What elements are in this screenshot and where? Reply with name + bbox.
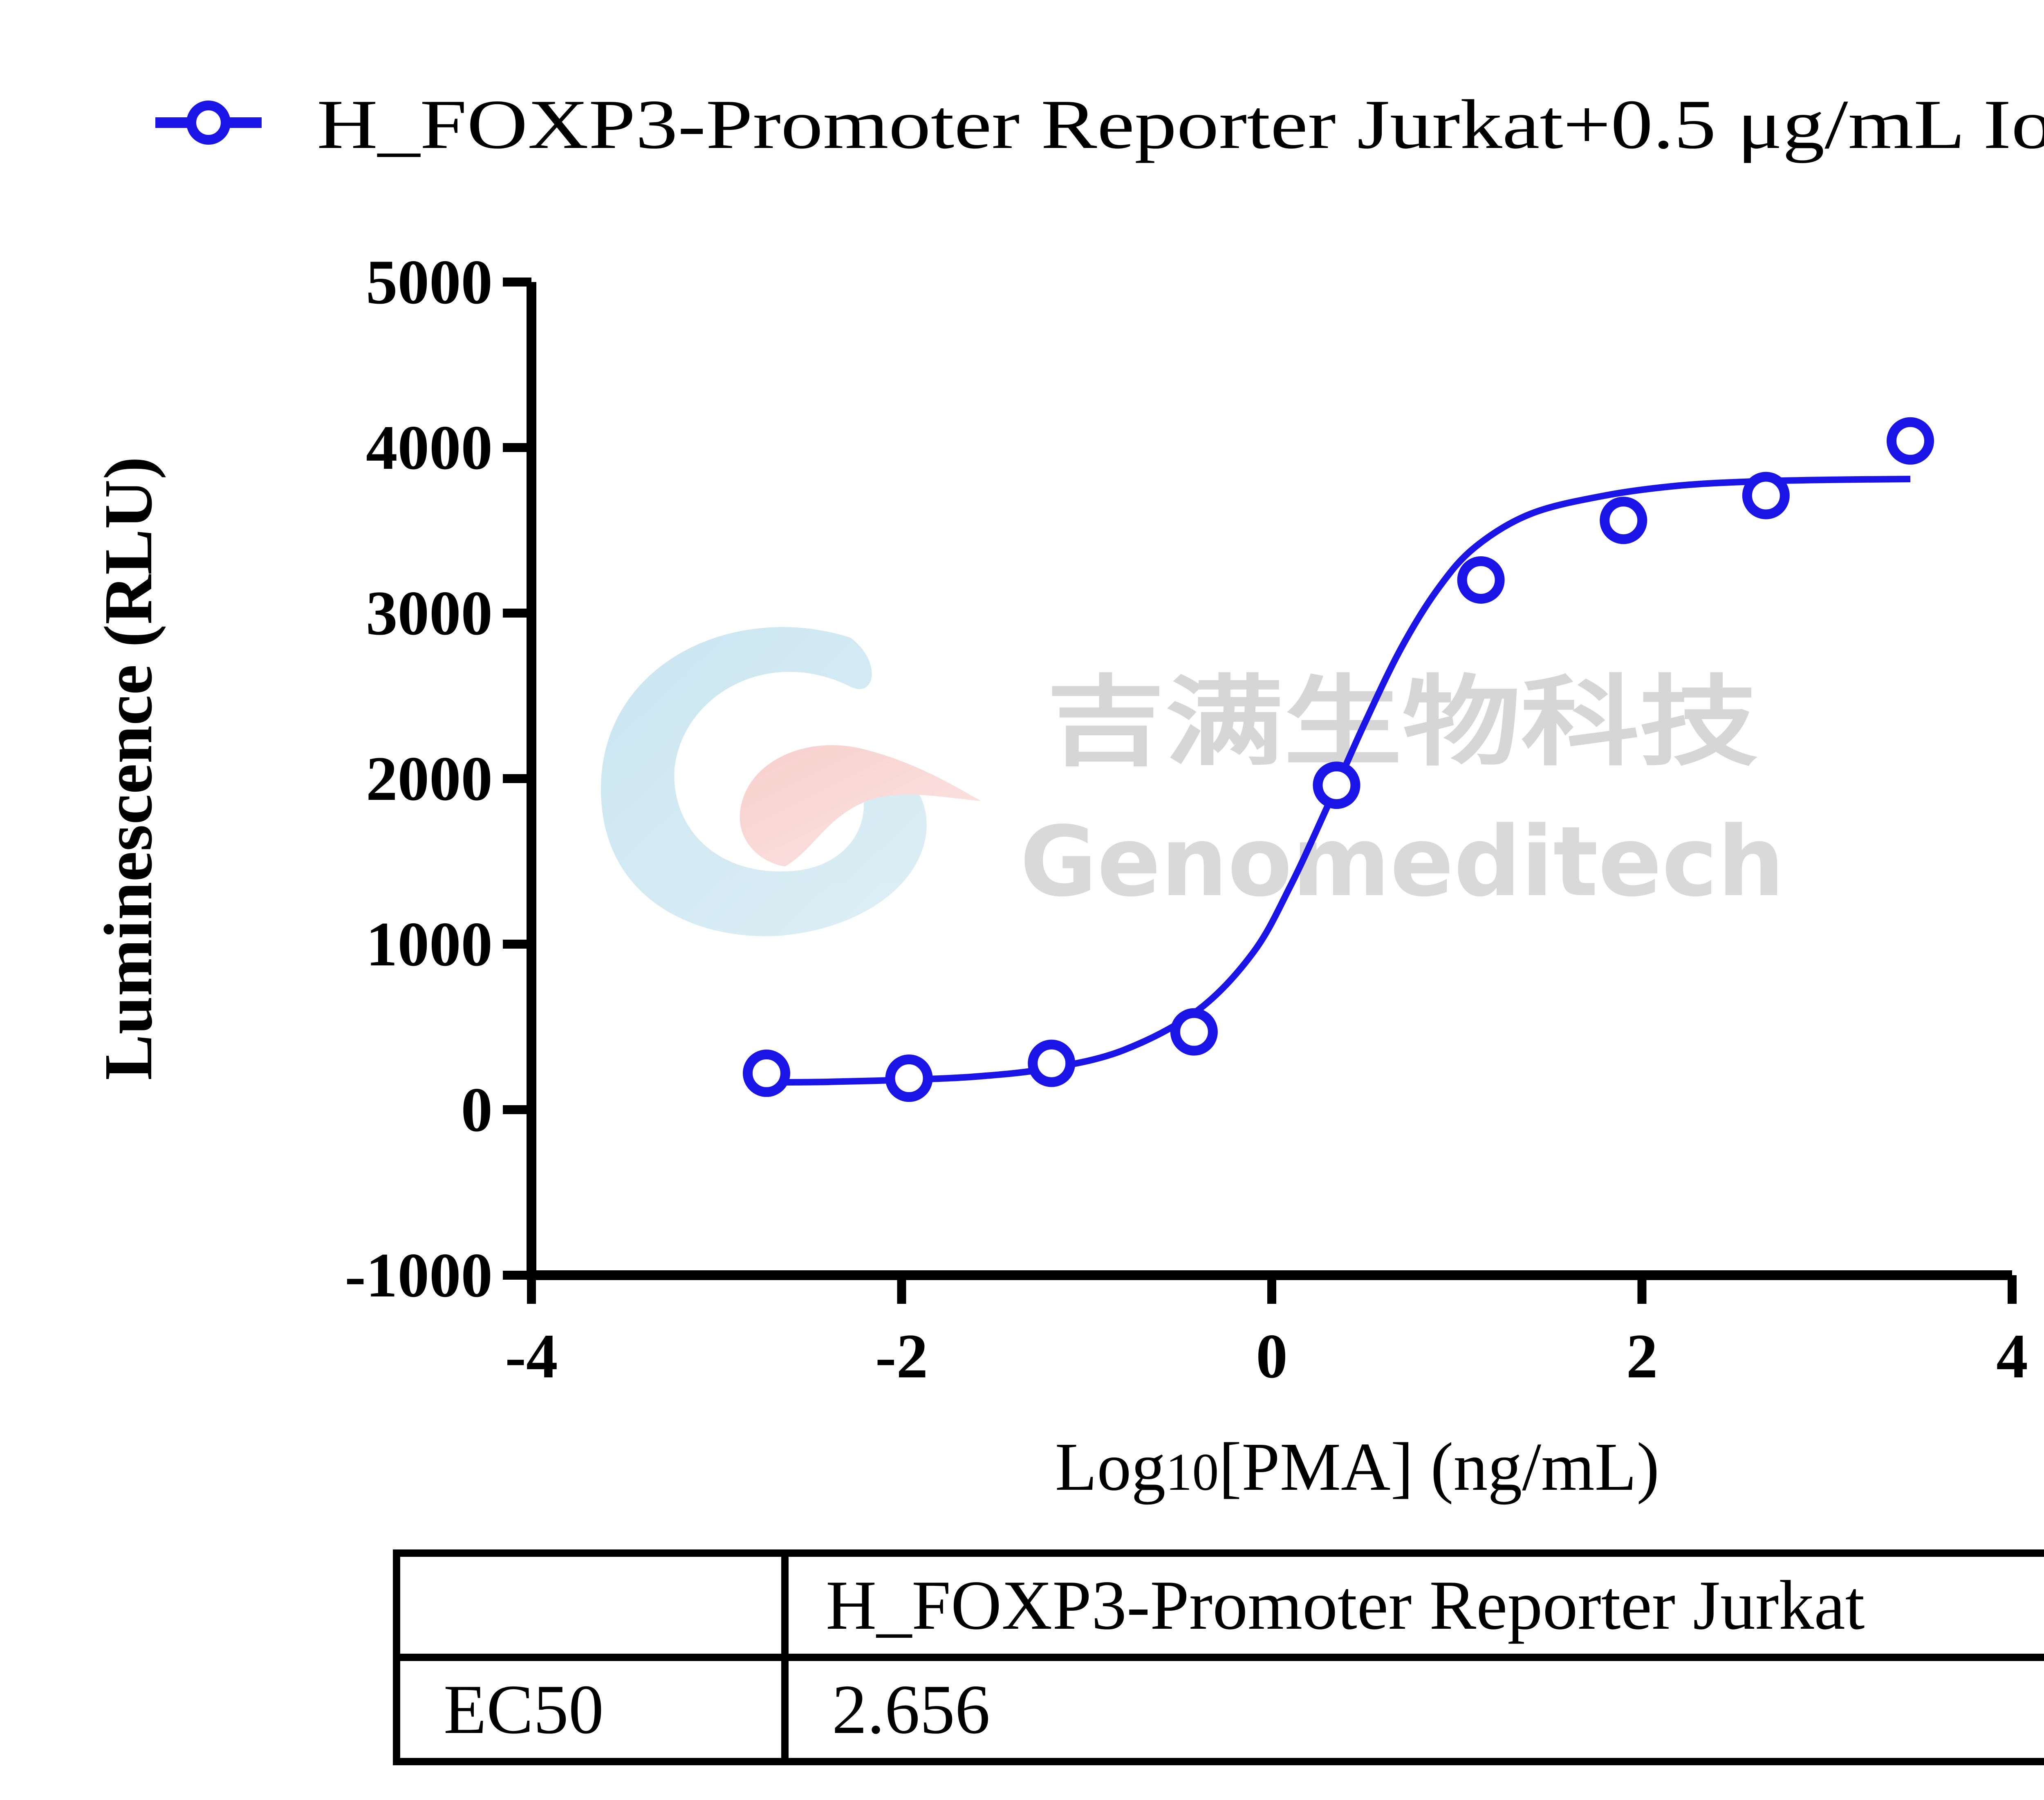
data-point (1886, 417, 1934, 465)
x-tick-label: 2 (1626, 1321, 1658, 1391)
watermark-cn: 吉满生物科技 (1047, 665, 1758, 779)
x-axis-label-sub: 10 (1165, 1443, 1219, 1502)
x-axis-label-rest: [PMA] (ng/mL) (1219, 1429, 1659, 1505)
y-tick-label: 4000 (366, 412, 493, 483)
x-tick-label: 0 (1256, 1321, 1288, 1391)
x-tick-label: -4 (505, 1321, 558, 1391)
table-row-label: EC50 (444, 1671, 604, 1749)
data-point (885, 1054, 933, 1102)
y-ticks: -1000 0 1000 2000 3000 4000 5000 (345, 247, 531, 1310)
axes: -1000 0 1000 2000 3000 4000 5000 -4 -2 0 2 4 (345, 247, 2028, 1391)
x-axis-label: Log10[PMA] (ng/mL) (1055, 1429, 1660, 1505)
data-point (1028, 1039, 1076, 1087)
x-axis-label-base: Log (1055, 1429, 1166, 1505)
watermark-logo (601, 627, 981, 936)
x-tick-label: 4 (1996, 1321, 2028, 1391)
watermark-en: Genomeditech (1020, 806, 1784, 918)
data-point (1457, 556, 1505, 604)
table-row-value: 2.656 (832, 1671, 990, 1749)
y-tick-label: 5000 (366, 247, 493, 317)
plot-area (742, 417, 1934, 1102)
y-tick-label: 3000 (366, 578, 493, 648)
y-tick-label: 0 (461, 1075, 493, 1145)
legend-label: H_FOXP3-Promoter Reporter Jurkat+0.5 μg/… (317, 86, 2044, 163)
data-point (1170, 1008, 1218, 1056)
data-point (1600, 497, 1647, 544)
ec50-table: H_FOXP3-Promoter Reporter Jurkat EC50 2.… (393, 1549, 2044, 1765)
x-tick-label: -2 (875, 1321, 928, 1391)
table-header-col1: H_FOXP3-Promoter Reporter Jurkat (826, 1567, 1865, 1644)
legend: H_FOXP3-Promoter Reporter Jurkat+0.5 μg/… (155, 86, 2044, 163)
y-axis-label: Luminescence (RLU) (90, 457, 166, 1080)
y-tick-label: -1000 (345, 1240, 493, 1310)
y-tick-label: 2000 (366, 743, 493, 814)
data-point (742, 1049, 790, 1097)
watermark: 吉满生物科技 Genomeditech (601, 627, 1784, 936)
legend-marker (186, 101, 231, 145)
x-ticks: -4 -2 0 2 4 (505, 1275, 2028, 1391)
y-tick-label: 1000 (366, 909, 493, 979)
data-point (1313, 761, 1360, 809)
data-point (1742, 472, 1790, 519)
